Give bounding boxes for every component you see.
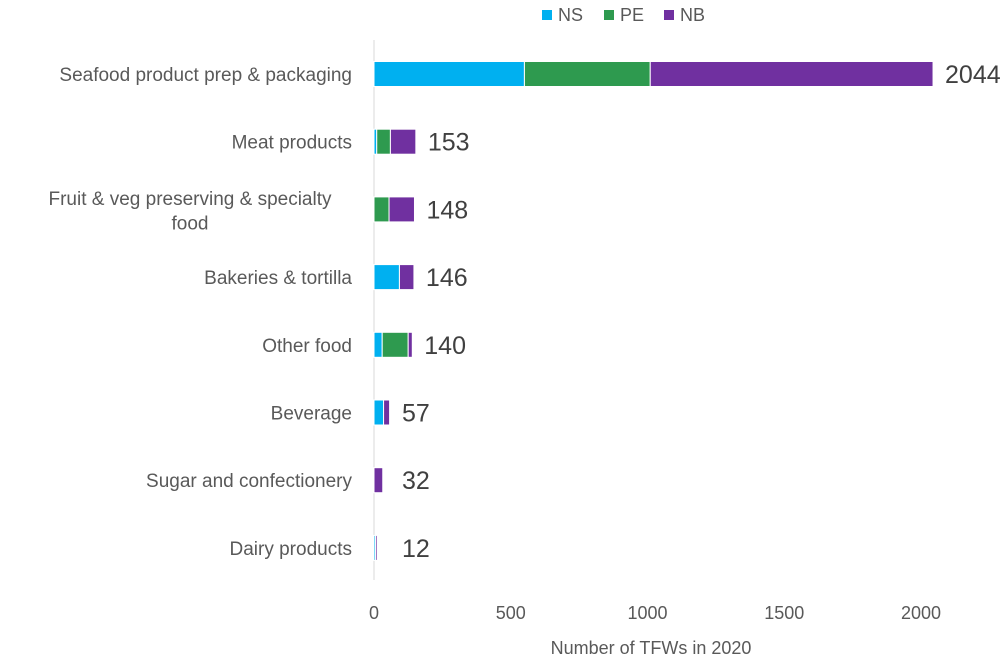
total-label-meat-products: 153 <box>428 129 470 157</box>
total-label-bakeries-and-tortilla: 146 <box>426 264 468 292</box>
bar-bakeries-and-tortilla-nb <box>398 264 415 291</box>
legend: NS PE NB <box>542 5 705 25</box>
bar-meat-products-nb <box>389 128 417 155</box>
x-axis-ticks: 0 500 1000 1500 2000 <box>369 603 941 623</box>
category-label-seafood-product-prep-and-packaging: Seafood product prep & packaging <box>59 65 352 86</box>
category-label-bakeries-and-tortilla: Bakeries & tortilla <box>204 268 352 289</box>
total-label-beverage: 57 <box>402 400 430 428</box>
bar-beverage-ns <box>373 399 385 426</box>
category-label-sugar-and-confectionery: Sugar and confectionery <box>146 471 352 492</box>
legend-swatch-pe <box>604 10 614 20</box>
x-tick-1500: 1500 <box>764 603 804 623</box>
legend-swatch-nb <box>664 10 674 20</box>
total-label-sugar-and-confectionery: 32 <box>402 467 430 495</box>
x-axis-title: Number of TFWs in 2020 <box>551 638 752 658</box>
category-label-meat-products: Meat products <box>232 133 352 154</box>
bar-meat-products-pe <box>376 128 391 155</box>
bar-beverage-nb <box>383 399 391 426</box>
legend-label-ns: NS <box>558 5 583 25</box>
bar-seafood-product-prep-and-packaging-nb <box>649 61 934 87</box>
x-tick-500: 500 <box>496 603 526 623</box>
bar-dairy-products-nb <box>375 534 378 561</box>
bar-fruit-and-veg-preserving-and-specialty-food-nb <box>388 196 415 223</box>
legend-label-nb: NB <box>680 5 705 25</box>
bar-sugar-and-confectionery-nb <box>373 467 384 494</box>
x-tick-0: 0 <box>369 603 379 623</box>
bars <box>373 61 934 561</box>
total-labels: 2044 153 148 146 140 57 32 12 <box>402 61 1001 563</box>
bar-bakeries-and-tortilla-ns <box>373 264 400 291</box>
category-labels: Seafood product prep & packaging Meat pro… <box>48 65 352 560</box>
x-tick-1000: 1000 <box>627 603 667 623</box>
bar-other-food-ns <box>373 331 383 358</box>
category-label-other-food: Other food <box>262 336 352 357</box>
legend-swatch-ns <box>542 10 552 20</box>
legend-label-pe: PE <box>620 5 644 25</box>
bar-seafood-product-prep-and-packaging-pe <box>523 61 651 87</box>
total-label-seafood-product-prep-and-packaging: 2044 <box>945 61 1001 89</box>
bar-fruit-and-veg-preserving-and-specialty-food-pe <box>373 196 390 223</box>
total-label-dairy-products: 12 <box>402 535 430 563</box>
bar-seafood-product-prep-and-packaging-ns <box>373 61 525 87</box>
bar-other-food-nb <box>407 331 413 358</box>
category-label-dairy-products: Dairy products <box>230 539 353 560</box>
category-label-beverage: Beverage <box>271 404 352 425</box>
total-label-other-food: 140 <box>424 332 466 360</box>
total-label-fruit-and-veg-preserving-and-specialty-food: 148 <box>426 196 468 224</box>
x-tick-2000: 2000 <box>901 603 941 623</box>
bar-other-food-pe <box>381 331 409 358</box>
category-label-fruit-and-veg-preserving-and-specialty-food: Fruit & veg preserving & specialty food <box>48 189 332 235</box>
